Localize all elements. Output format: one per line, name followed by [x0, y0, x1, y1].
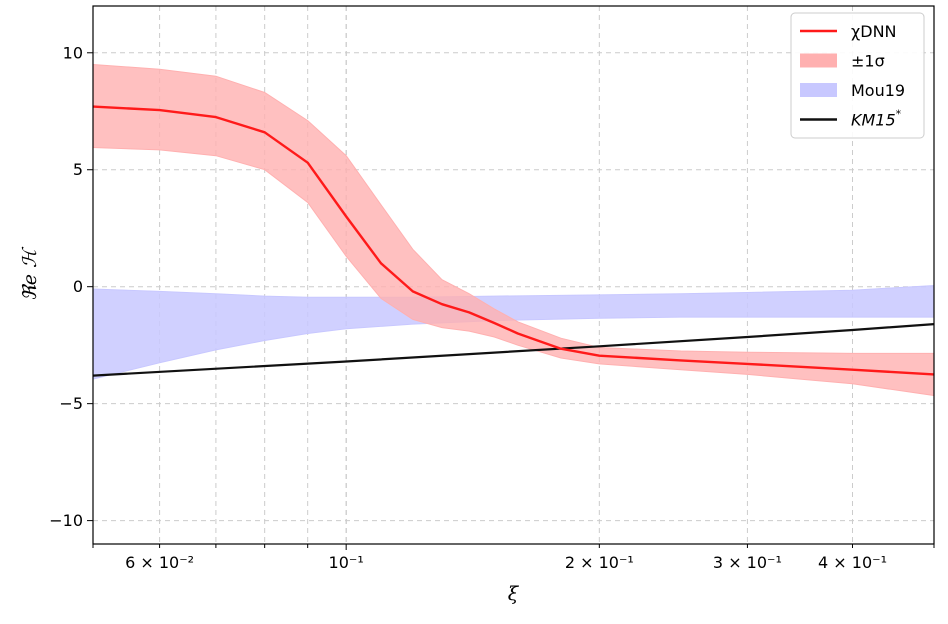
x-tick-label: 10⁻¹	[329, 553, 364, 572]
legend: χDNN ±1σ Mou19 KM15*	[790, 12, 925, 139]
legend-box	[790, 12, 925, 139]
legend-label-superscript: *	[896, 108, 902, 121]
legend-label: χDNN	[851, 22, 897, 41]
ticks: 6 × 10⁻² 10⁻¹ 2 × 10⁻¹ 3 × 10⁻¹ 4 × 10⁻¹ 10 5 0…	[49, 43, 935, 572]
plot-frame	[92, 5, 935, 545]
y-tick-label: 10	[63, 43, 83, 62]
legend-patch-swatch	[800, 53, 837, 68]
y-tick-label: −10	[49, 511, 83, 530]
legend-label: KM15*	[851, 108, 902, 130]
legend-label: ±1σ	[851, 52, 885, 71]
x-tick-label: 3 × 10⁻¹	[713, 553, 782, 572]
x-tick-label: 4 × 10⁻¹	[818, 553, 887, 572]
y-tick-label: 0	[73, 277, 83, 296]
legend-patch-swatch	[800, 83, 837, 97]
km15-line	[92, 323, 935, 377]
x-axis-label: ξ	[508, 583, 520, 605]
y-tick-label: −5	[59, 394, 83, 413]
y-axis-label: ℜe ℋ	[19, 246, 41, 301]
x-tick-label: 6 × 10⁻²	[125, 553, 194, 572]
legend-label: Mou19	[851, 81, 905, 100]
x-tick-label: 2 × 10⁻¹	[565, 553, 634, 572]
y-tick-label: 5	[73, 160, 83, 179]
chidnn-line	[92, 105, 935, 376]
